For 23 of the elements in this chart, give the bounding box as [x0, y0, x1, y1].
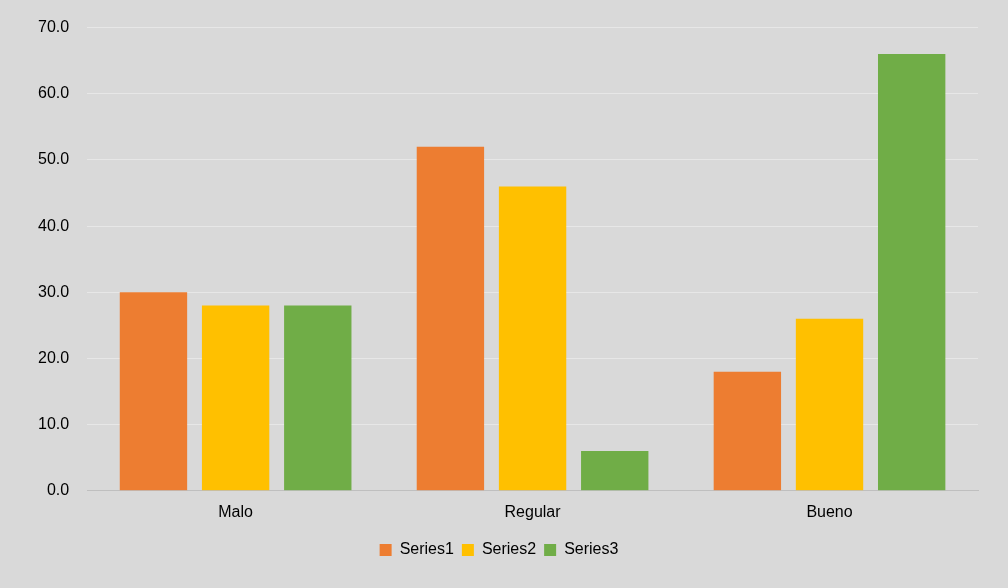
- legend-label: Series1: [399, 540, 454, 558]
- y-tick-label: 20.0: [38, 348, 70, 366]
- legend-label: Series2: [481, 540, 537, 558]
- bar: [284, 305, 352, 491]
- x-tick-label: Malo: [218, 502, 254, 520]
- y-tick-label: 60.0: [38, 84, 70, 102]
- y-tick-label: 70.0: [38, 18, 70, 36]
- y-tick-label: 40.0: [38, 216, 70, 234]
- bar: [498, 186, 567, 491]
- bar: [878, 54, 946, 491]
- x-tick-label: Regular: [504, 502, 562, 520]
- bar: [119, 292, 188, 491]
- legend-label: Series3: [564, 540, 619, 558]
- y-tick-label: 10.0: [38, 415, 70, 433]
- y-tick-label: 30.0: [38, 282, 70, 300]
- bar: [201, 305, 270, 491]
- y-tick-label: 50.0: [38, 150, 70, 168]
- bar: [581, 451, 649, 491]
- bar: [416, 146, 485, 491]
- y-tick-label: 0.0: [46, 481, 70, 499]
- bar: [795, 318, 864, 491]
- bar: [713, 371, 782, 491]
- x-tick-label: Bueno: [806, 502, 853, 520]
